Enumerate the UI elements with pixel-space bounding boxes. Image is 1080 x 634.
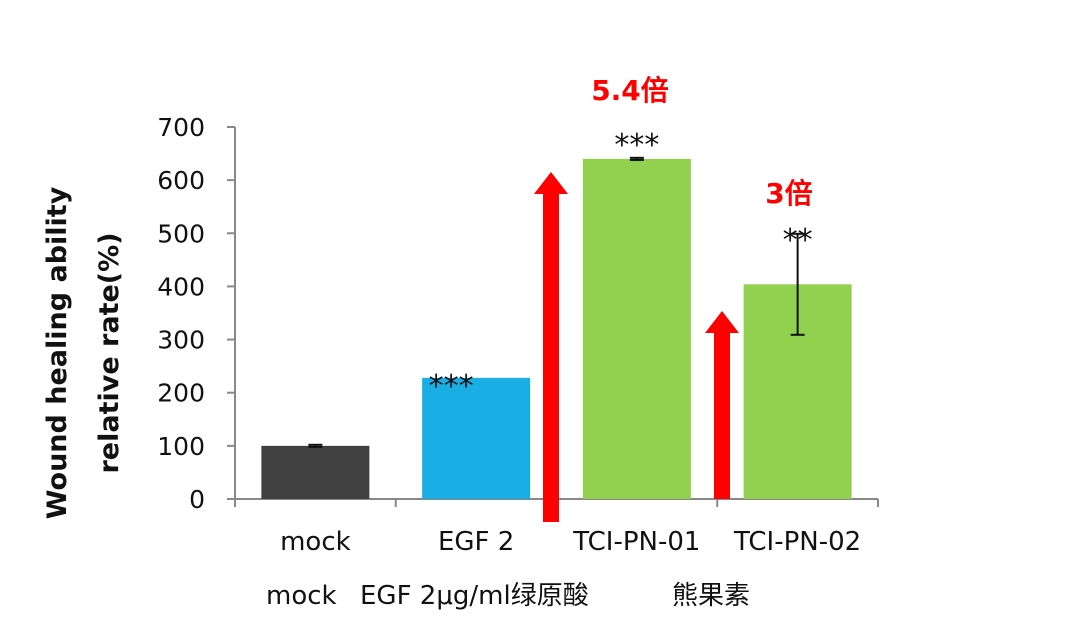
fold-arrows	[534, 172, 739, 522]
y-tick-label: 100	[157, 432, 205, 461]
y-ticks: 0 100 200 300 400 500 600 700	[157, 113, 235, 514]
fold-labels: 5.4倍 3倍	[591, 74, 813, 210]
y-tick-label: 600	[157, 166, 205, 195]
y-tick-label: 200	[157, 379, 205, 408]
bars	[261, 158, 852, 499]
significance-labels: ********	[429, 128, 813, 404]
category-label: TCI-PN-01	[572, 527, 700, 557]
y-tick-label: 400	[157, 272, 205, 301]
y-tick-label: 0	[189, 485, 205, 514]
category-label: EGF 2	[438, 527, 514, 557]
sublabel-egf: EGF 2μg/ml绿原酸	[360, 581, 589, 611]
fold-label: 3倍	[765, 177, 812, 210]
y-tick-label: 300	[157, 326, 205, 355]
significance-label: ***	[429, 369, 474, 404]
category-label: TCI-PN-02	[733, 527, 861, 557]
sublabel-bear: 熊果素	[672, 581, 750, 611]
category-label: mock	[280, 527, 351, 557]
y-tick-label: 700	[157, 113, 205, 142]
fold-arrow-2	[705, 311, 739, 499]
bar-2	[582, 158, 691, 499]
bar-1	[422, 377, 531, 499]
fold-arrow-1	[534, 172, 568, 522]
fold-label: 5.4倍	[591, 74, 669, 107]
y-axis-label-line1: Wound healing ability	[42, 186, 73, 519]
sublabel-mock: mock	[266, 581, 337, 611]
bar-0	[261, 445, 370, 499]
significance-label: **	[783, 223, 813, 258]
error-bars	[308, 156, 805, 448]
category-labels: mock EGF 2 TCI-PN-01 TCI-PN-02	[280, 527, 861, 557]
y-axis-label-line2: relative rate(%)	[94, 232, 125, 473]
y-tick-label: 500	[157, 219, 205, 248]
significance-label: ***	[614, 128, 659, 163]
